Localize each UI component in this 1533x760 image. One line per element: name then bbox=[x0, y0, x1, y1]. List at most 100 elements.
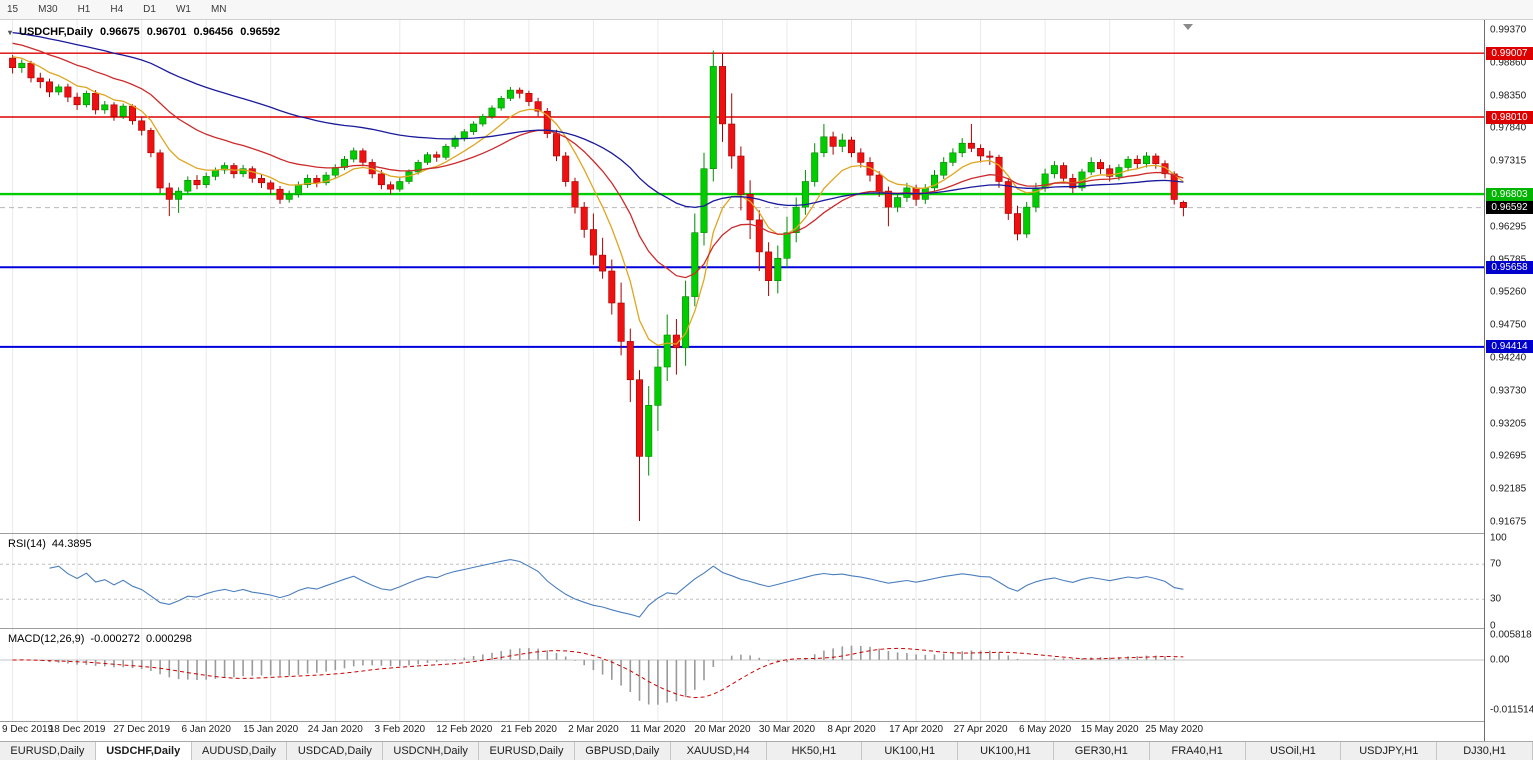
symbol-tab-uk100-h1[interactable]: UK100,H1 bbox=[958, 742, 1054, 760]
candle bbox=[783, 216, 791, 268]
symbol-tab-dj30-h1[interactable]: DJ30,H1 bbox=[1437, 742, 1533, 760]
candle bbox=[387, 181, 395, 195]
symbol-tab-usdjpy-h1[interactable]: USDJPY,H1 bbox=[1341, 742, 1438, 760]
rsi-tick-label: 30 bbox=[1490, 593, 1502, 605]
candle bbox=[313, 175, 321, 188]
candle bbox=[718, 53, 726, 142]
candle bbox=[958, 138, 966, 158]
macd-name-label: MACD(12,26,9) bbox=[8, 633, 85, 645]
symbol-tab-uk100-h1[interactable]: UK100,H1 bbox=[862, 742, 959, 760]
symbol-tab-hk50-h1[interactable]: HK50,H1 bbox=[767, 742, 863, 760]
time-axis[interactable]: 9 Dec 2019 18 Dec 2019 27 Dec 2019 6 Jan 20… bbox=[0, 722, 1484, 740]
price-tick-label: 0.91675 bbox=[1490, 516, 1527, 528]
symbol-tab-usoil-h1[interactable]: USOil,H1 bbox=[1246, 742, 1342, 760]
symbol-tab-eurusd-daily[interactable]: EURUSD,Daily bbox=[0, 742, 96, 760]
price-tick-label: 0.99370 bbox=[1490, 24, 1527, 36]
candle bbox=[645, 386, 653, 476]
main-chart-canvas bbox=[0, 20, 1484, 533]
timeframe-button-m30[interactable]: M30 bbox=[38, 4, 58, 15]
candle bbox=[728, 93, 736, 169]
symbol-tab-xauusd-h4[interactable]: XAUUSD,H4 bbox=[671, 742, 767, 760]
date-label: 25 May 2020 bbox=[1145, 724, 1204, 735]
symbol-tab-ger30-h1[interactable]: GER30,H1 bbox=[1054, 742, 1150, 760]
pane-separator[interactable] bbox=[0, 533, 1533, 534]
candle bbox=[497, 95, 505, 111]
candle bbox=[248, 166, 256, 183]
timeframe-toolbar: 15 M30 H1 H4 D1 W1 MN bbox=[0, 0, 1533, 20]
date-label: 17 Apr 2020 bbox=[889, 724, 944, 735]
date-label: 15 May 2020 bbox=[1080, 724, 1139, 735]
rsi-tick-label: 0 bbox=[1490, 620, 1496, 631]
price-level-badge: 0.99007 bbox=[1486, 46, 1533, 60]
symbol-tab-usdcad-daily[interactable]: USDCAD,Daily bbox=[287, 742, 384, 760]
candle bbox=[857, 148, 865, 168]
candle bbox=[654, 349, 662, 431]
price-level-lines bbox=[0, 52, 1484, 348]
collapse-chart-icon[interactable]: ▾ bbox=[8, 27, 13, 37]
symbol-tab-fra40-h1[interactable]: FRA40,H1 bbox=[1150, 742, 1246, 760]
macd-main-value: -0.000272 bbox=[90, 633, 140, 645]
candle bbox=[1161, 160, 1169, 179]
price-tick-label: 0.97840 bbox=[1490, 122, 1527, 134]
candle bbox=[589, 213, 597, 265]
main-chart-pane[interactable]: ▾ USDCHF,Daily 0.96675 0.96701 0.96456 0… bbox=[0, 20, 1484, 533]
candle bbox=[691, 213, 699, 307]
candle bbox=[1124, 156, 1132, 172]
candle bbox=[9, 54, 17, 74]
symbol-tab-eurusd-daily[interactable]: EURUSD,Daily bbox=[479, 742, 575, 760]
symbol-tab-audusd-daily[interactable]: AUDUSD,Daily bbox=[192, 742, 288, 760]
candle bbox=[442, 143, 450, 160]
candle bbox=[64, 83, 72, 103]
symbol-tab-usdcnh-daily[interactable]: USDCNH,Daily bbox=[383, 742, 480, 760]
rsi-value-label: 44.3895 bbox=[51, 538, 92, 550]
price-level-badge: 0.95658 bbox=[1486, 260, 1533, 274]
candle bbox=[304, 174, 312, 188]
macd-tick-label: 0.00 bbox=[1490, 654, 1510, 666]
candle bbox=[930, 170, 938, 192]
candle bbox=[682, 280, 690, 366]
rsi-indicator-pane[interactable]: RSI(14) 44.3895 bbox=[0, 534, 1484, 628]
candle bbox=[1097, 159, 1105, 174]
symbol-tab-usdchf-daily[interactable]: USDCHF,Daily bbox=[95, 742, 192, 760]
symbol-tab-gbpusd-daily[interactable]: GBPUSD,Daily bbox=[575, 742, 671, 760]
rsi-tick-label: 100 bbox=[1490, 532, 1507, 544]
candle bbox=[746, 180, 754, 240]
rsi-tick-label: 70 bbox=[1490, 558, 1502, 570]
candle bbox=[138, 117, 146, 136]
macd-indicator-pane[interactable]: MACD(12,26,9) -0.000272 0.000298 bbox=[0, 629, 1484, 721]
timeframe-button-15[interactable]: 15 bbox=[7, 4, 19, 15]
chart-shift-marker[interactable] bbox=[1183, 24, 1193, 30]
candle bbox=[18, 59, 26, 73]
timeframe-button-h1[interactable]: H1 bbox=[77, 4, 91, 15]
candle bbox=[801, 170, 809, 215]
price-tick-label: 0.96295 bbox=[1490, 221, 1527, 233]
chart-tabs-bar: EURUSD,Daily USDCHF,Daily AUDUSD,Daily USDC… bbox=[0, 741, 1533, 760]
candle bbox=[239, 164, 247, 178]
macd-signal-value: 0.000298 bbox=[145, 633, 192, 645]
timeframe-button-mn[interactable]: MN bbox=[210, 4, 227, 15]
candle bbox=[1023, 202, 1031, 238]
candle bbox=[599, 237, 607, 279]
pane-separator[interactable] bbox=[0, 628, 1533, 629]
candle bbox=[1179, 200, 1187, 217]
timeframe-button-d1[interactable]: D1 bbox=[143, 4, 156, 15]
candle bbox=[949, 148, 957, 167]
rsi-canvas bbox=[0, 534, 1484, 628]
candle bbox=[1004, 178, 1012, 220]
price-level-badge: 0.94414 bbox=[1486, 340, 1533, 354]
candle bbox=[377, 170, 385, 190]
candle bbox=[608, 259, 616, 315]
candle bbox=[516, 87, 524, 99]
ma-line-21 bbox=[12, 42, 1184, 279]
candle bbox=[1060, 162, 1068, 183]
rsi-title: RSI(14) 44.3895 bbox=[8, 538, 92, 550]
price-axis[interactable]: 0.99370 0.98860 0.98350 0.97840 0.97315 0.968… bbox=[1484, 20, 1533, 741]
candle bbox=[340, 156, 348, 170]
candle bbox=[45, 78, 53, 98]
candle bbox=[894, 193, 902, 213]
candlesticks bbox=[9, 50, 1187, 521]
candle bbox=[350, 147, 358, 163]
timeframe-button-w1[interactable]: W1 bbox=[175, 4, 191, 15]
timeframe-button-h4[interactable]: H4 bbox=[110, 4, 124, 15]
candle bbox=[322, 171, 330, 186]
